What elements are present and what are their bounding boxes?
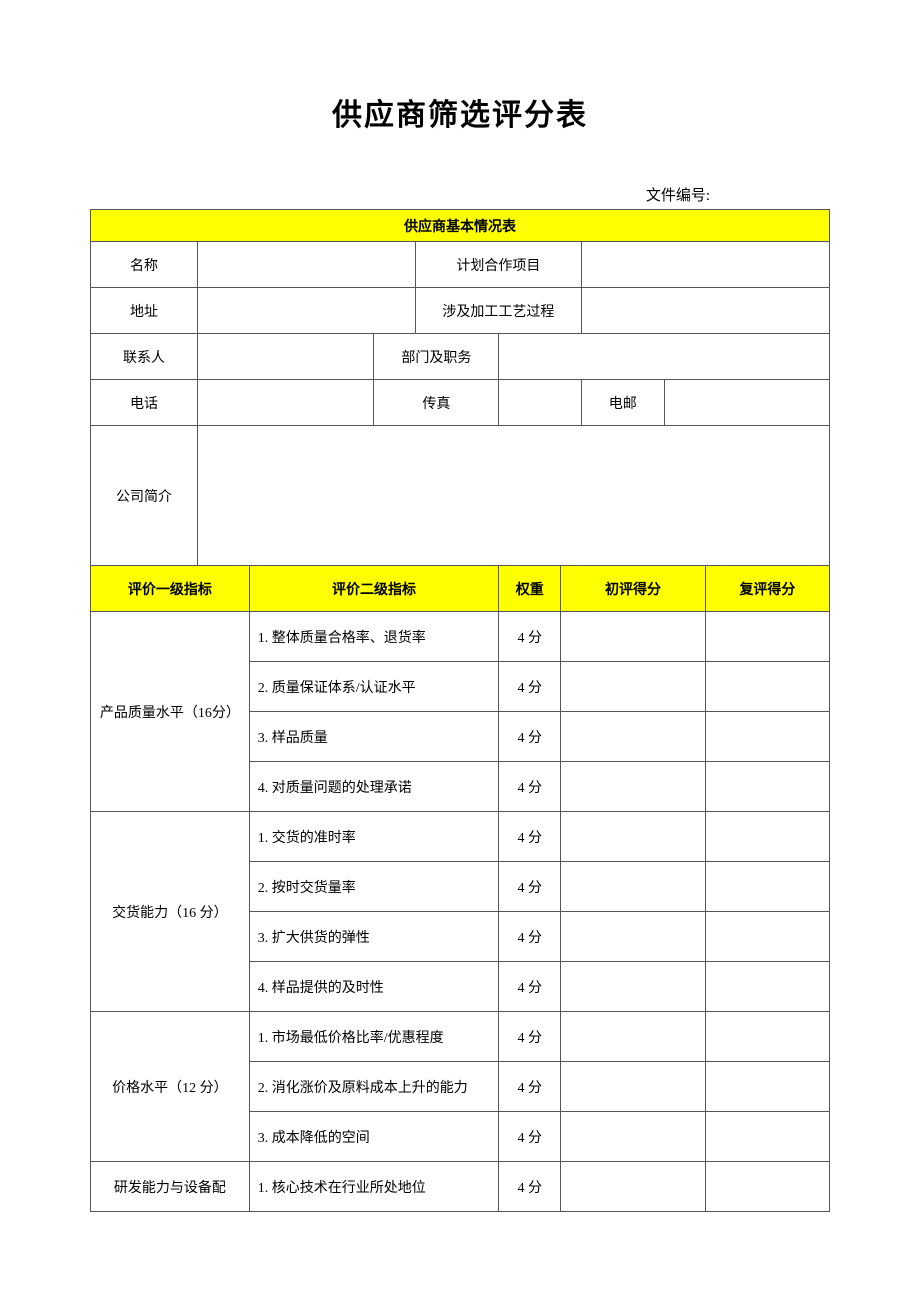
- label-email: 电邮: [581, 380, 664, 426]
- item-second-score: [705, 862, 829, 912]
- item-label: 1. 交货的准时率: [249, 812, 499, 862]
- label-fax: 传真: [374, 380, 499, 426]
- item-second-score: [705, 1112, 829, 1162]
- item-weight: 4 分: [499, 912, 561, 962]
- eval-header-l1: 评价一级指标: [91, 566, 250, 612]
- item-first-score: [561, 612, 706, 662]
- group-name: 交货能力（16 分）: [91, 812, 250, 1012]
- item-second-score: [705, 962, 829, 1012]
- item-second-score: [705, 812, 829, 862]
- value-phone: [198, 380, 374, 426]
- info-row-profile: 公司简介: [91, 426, 830, 566]
- item-weight: 4 分: [499, 1112, 561, 1162]
- value-email: [664, 380, 829, 426]
- section-header-row: 供应商基本情况表: [91, 210, 830, 242]
- item-second-score: [705, 762, 829, 812]
- value-address: [198, 288, 416, 334]
- item-label: 2. 消化涨价及原料成本上升的能力: [249, 1062, 499, 1112]
- label-dept: 部门及职务: [374, 334, 499, 380]
- group-name: 产品质量水平（16分）: [91, 612, 250, 812]
- item-weight: 4 分: [499, 962, 561, 1012]
- label-process: 涉及加工工艺过程: [415, 288, 581, 334]
- item-first-score: [561, 812, 706, 862]
- page: 供应商筛选评分表 文件编号: 供应商基本情况表 名称 计划合作项目 地址 涉及加…: [0, 0, 920, 1252]
- supplier-table: 供应商基本情况表 名称 计划合作项目 地址 涉及加工工艺过程 联系人 部门及职务…: [90, 209, 830, 1212]
- value-name: [198, 242, 416, 288]
- item-second-score: [705, 612, 829, 662]
- item-second-score: [705, 1062, 829, 1112]
- item-first-score: [561, 662, 706, 712]
- label-name: 名称: [91, 242, 198, 288]
- item-weight: 4 分: [499, 712, 561, 762]
- item-label: 1. 核心技术在行业所处地位: [249, 1162, 499, 1212]
- item-label: 3. 样品质量: [249, 712, 499, 762]
- item-weight: 4 分: [499, 862, 561, 912]
- item-weight: 4 分: [499, 812, 561, 862]
- item-second-score: [705, 912, 829, 962]
- item-label: 4. 对质量问题的处理承诺: [249, 762, 499, 812]
- value-fax: [499, 380, 582, 426]
- item-first-score: [561, 712, 706, 762]
- section1-header: 供应商基本情况表: [91, 210, 830, 242]
- item-first-score: [561, 1062, 706, 1112]
- item-label: 2. 按时交货量率: [249, 862, 499, 912]
- item-weight: 4 分: [499, 662, 561, 712]
- value-contact: [198, 334, 374, 380]
- info-row-phone: 电话 传真 电邮: [91, 380, 830, 426]
- item-weight: 4 分: [499, 1012, 561, 1062]
- eval-row: 价格水平（12 分） 1. 市场最低价格比率/优惠程度 4 分: [91, 1012, 830, 1062]
- value-dept: [499, 334, 830, 380]
- item-second-score: [705, 712, 829, 762]
- item-label: 2. 质量保证体系/认证水平: [249, 662, 499, 712]
- value-project: [581, 242, 829, 288]
- label-profile: 公司简介: [91, 426, 198, 566]
- item-first-score: [561, 1112, 706, 1162]
- document-title: 供应商筛选评分表: [90, 90, 830, 134]
- item-weight: 4 分: [499, 1062, 561, 1112]
- info-row-address: 地址 涉及加工工艺过程: [91, 288, 830, 334]
- eval-header-row: 评价一级指标 评价二级指标 权重 初评得分 复评得分: [91, 566, 830, 612]
- eval-row: 交货能力（16 分） 1. 交货的准时率 4 分: [91, 812, 830, 862]
- item-second-score: [705, 1162, 829, 1212]
- item-label: 3. 扩大供货的弹性: [249, 912, 499, 962]
- item-label: 1. 整体质量合格率、退货率: [249, 612, 499, 662]
- info-row-contact: 联系人 部门及职务: [91, 334, 830, 380]
- item-weight: 4 分: [499, 1162, 561, 1212]
- item-first-score: [561, 762, 706, 812]
- eval-header-first: 初评得分: [561, 566, 706, 612]
- item-first-score: [561, 912, 706, 962]
- label-address: 地址: [91, 288, 198, 334]
- item-second-score: [705, 662, 829, 712]
- value-process: [581, 288, 829, 334]
- label-contact: 联系人: [91, 334, 198, 380]
- item-label: 1. 市场最低价格比率/优惠程度: [249, 1012, 499, 1062]
- group-name: 价格水平（12 分）: [91, 1012, 250, 1162]
- info-row-name: 名称 计划合作项目: [91, 242, 830, 288]
- item-first-score: [561, 962, 706, 1012]
- eval-header-second: 复评得分: [705, 566, 829, 612]
- eval-header-l2: 评价二级指标: [249, 566, 499, 612]
- value-profile: [198, 426, 830, 566]
- eval-row: 产品质量水平（16分） 1. 整体质量合格率、退货率 4 分: [91, 612, 830, 662]
- item-first-score: [561, 862, 706, 912]
- item-label: 3. 成本降低的空间: [249, 1112, 499, 1162]
- document-number-label: 文件编号:: [90, 184, 830, 205]
- label-project: 计划合作项目: [415, 242, 581, 288]
- item-weight: 4 分: [499, 762, 561, 812]
- item-second-score: [705, 1012, 829, 1062]
- item-first-score: [561, 1012, 706, 1062]
- eval-row: 研发能力与设备配 1. 核心技术在行业所处地位 4 分: [91, 1162, 830, 1212]
- item-first-score: [561, 1162, 706, 1212]
- item-weight: 4 分: [499, 612, 561, 662]
- group-name: 研发能力与设备配: [91, 1162, 250, 1212]
- label-phone: 电话: [91, 380, 198, 426]
- item-label: 4. 样品提供的及时性: [249, 962, 499, 1012]
- eval-header-weight: 权重: [499, 566, 561, 612]
